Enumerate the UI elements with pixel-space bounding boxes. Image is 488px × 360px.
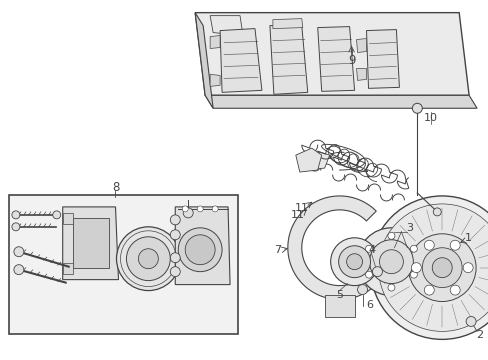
Circle shape	[365, 271, 372, 278]
Polygon shape	[356, 68, 366, 80]
Circle shape	[432, 208, 440, 216]
Text: 6: 6	[365, 300, 372, 310]
Polygon shape	[62, 213, 73, 224]
Polygon shape	[295, 148, 321, 172]
Circle shape	[431, 258, 451, 278]
Circle shape	[14, 247, 24, 257]
Circle shape	[369, 240, 412, 284]
Circle shape	[378, 204, 488, 332]
Circle shape	[409, 271, 416, 278]
Circle shape	[14, 265, 24, 275]
Circle shape	[170, 215, 180, 225]
Circle shape	[183, 208, 193, 218]
Polygon shape	[210, 15, 243, 36]
Polygon shape	[62, 263, 73, 274]
Circle shape	[387, 284, 394, 291]
Circle shape	[185, 235, 215, 265]
Circle shape	[424, 240, 433, 250]
Circle shape	[411, 103, 422, 113]
Polygon shape	[324, 294, 354, 318]
Circle shape	[372, 267, 382, 276]
Polygon shape	[220, 28, 262, 92]
Circle shape	[338, 246, 370, 278]
Circle shape	[138, 249, 158, 269]
Text: 9: 9	[347, 54, 355, 67]
Text: 7: 7	[274, 245, 281, 255]
Text: 1: 1	[464, 233, 470, 243]
Polygon shape	[205, 95, 476, 108]
Circle shape	[365, 245, 372, 252]
Circle shape	[357, 285, 367, 294]
Polygon shape	[356, 39, 366, 53]
Circle shape	[170, 253, 180, 263]
Circle shape	[465, 316, 475, 327]
Circle shape	[212, 206, 218, 212]
Text: 3: 3	[405, 223, 412, 233]
Text: 5: 5	[335, 289, 343, 300]
Circle shape	[357, 228, 425, 296]
Polygon shape	[175, 207, 229, 285]
Circle shape	[410, 263, 421, 273]
Circle shape	[126, 237, 170, 280]
Polygon shape	[62, 207, 118, 280]
Text: 11: 11	[290, 210, 304, 220]
Circle shape	[53, 211, 61, 219]
Polygon shape	[287, 196, 375, 300]
Circle shape	[422, 248, 461, 288]
Polygon shape	[366, 30, 399, 88]
Polygon shape	[73, 218, 108, 268]
Polygon shape	[304, 152, 329, 170]
Polygon shape	[272, 19, 302, 28]
Circle shape	[12, 211, 20, 219]
Text: 8: 8	[112, 181, 119, 194]
Circle shape	[170, 267, 180, 276]
Text: 11: 11	[294, 203, 308, 213]
Polygon shape	[195, 13, 468, 95]
Circle shape	[449, 285, 459, 295]
Text: 2: 2	[475, 330, 483, 341]
Circle shape	[116, 227, 180, 291]
Polygon shape	[195, 13, 213, 108]
Circle shape	[370, 196, 488, 339]
Polygon shape	[210, 36, 220, 49]
Circle shape	[346, 254, 362, 270]
Circle shape	[330, 238, 378, 285]
Polygon shape	[317, 27, 354, 91]
Circle shape	[379, 250, 403, 274]
Circle shape	[178, 228, 222, 272]
Circle shape	[387, 232, 394, 239]
Circle shape	[197, 206, 203, 212]
Polygon shape	[210, 75, 220, 86]
Circle shape	[409, 245, 416, 252]
Circle shape	[407, 234, 475, 302]
Circle shape	[449, 240, 459, 250]
Circle shape	[12, 223, 20, 231]
Circle shape	[424, 285, 433, 295]
Bar	[9, 195, 238, 334]
Circle shape	[462, 263, 472, 273]
Polygon shape	[269, 26, 307, 94]
Text: 10: 10	[424, 113, 437, 123]
Circle shape	[182, 206, 188, 212]
Circle shape	[170, 230, 180, 240]
Text: 4: 4	[367, 245, 374, 255]
